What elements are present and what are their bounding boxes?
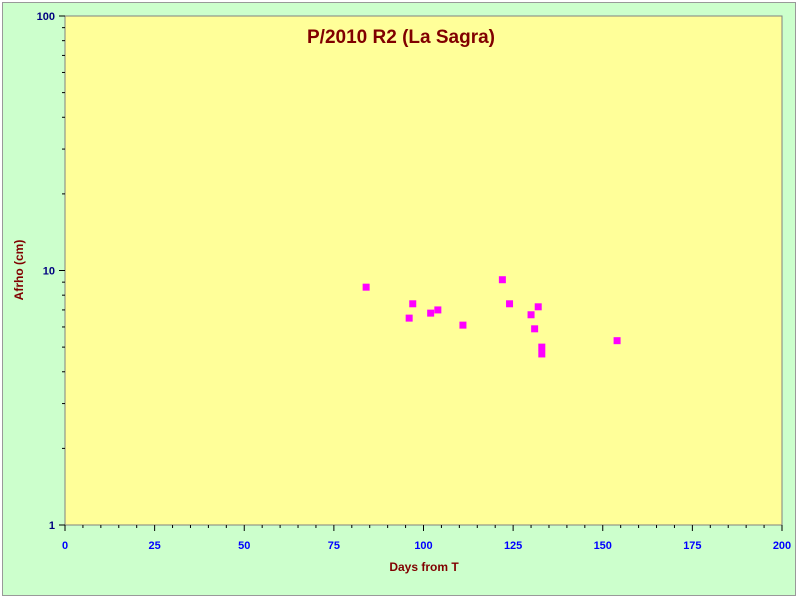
x-tick-label: 200 bbox=[773, 540, 791, 552]
chart-title: P/2010 R2 (La Sagra) bbox=[307, 27, 495, 48]
x-tick-label: 0 bbox=[62, 540, 68, 552]
y-tick-label: 10 bbox=[43, 266, 55, 278]
y-tick-labels: 1 10 100 bbox=[37, 11, 55, 532]
data-point bbox=[459, 321, 467, 329]
data-point bbox=[434, 306, 442, 314]
data-point bbox=[409, 300, 417, 308]
y-axis-title: Afrho (cm) bbox=[12, 240, 26, 301]
x-tick-label: 150 bbox=[594, 540, 612, 552]
data-points bbox=[362, 276, 621, 358]
minor-ticks bbox=[62, 27, 765, 528]
data-point bbox=[527, 311, 535, 319]
y-tick-label: 100 bbox=[37, 11, 55, 23]
x-tick-label: 125 bbox=[504, 540, 522, 552]
data-point bbox=[531, 325, 539, 333]
data-point bbox=[362, 283, 370, 291]
x-axis-title: Days from T bbox=[389, 560, 459, 574]
data-point bbox=[405, 314, 413, 322]
plot-area bbox=[64, 15, 783, 526]
x-tick-label: 175 bbox=[683, 540, 701, 552]
data-point bbox=[613, 337, 621, 345]
data-point bbox=[538, 350, 546, 358]
x-tick-label: 25 bbox=[149, 540, 161, 552]
data-point bbox=[427, 309, 435, 317]
y-tick-label: 1 bbox=[49, 520, 55, 532]
x-tick-label: 50 bbox=[238, 540, 250, 552]
x-tick-labels: 0 25 50 75 100 125 150 175 200 bbox=[62, 540, 791, 552]
major-ticks bbox=[59, 15, 783, 531]
data-point bbox=[498, 276, 506, 284]
data-point bbox=[538, 343, 546, 351]
x-tick-label: 75 bbox=[328, 540, 340, 552]
data-point bbox=[506, 300, 514, 308]
x-tick-label: 100 bbox=[414, 540, 432, 552]
data-point bbox=[534, 303, 542, 311]
